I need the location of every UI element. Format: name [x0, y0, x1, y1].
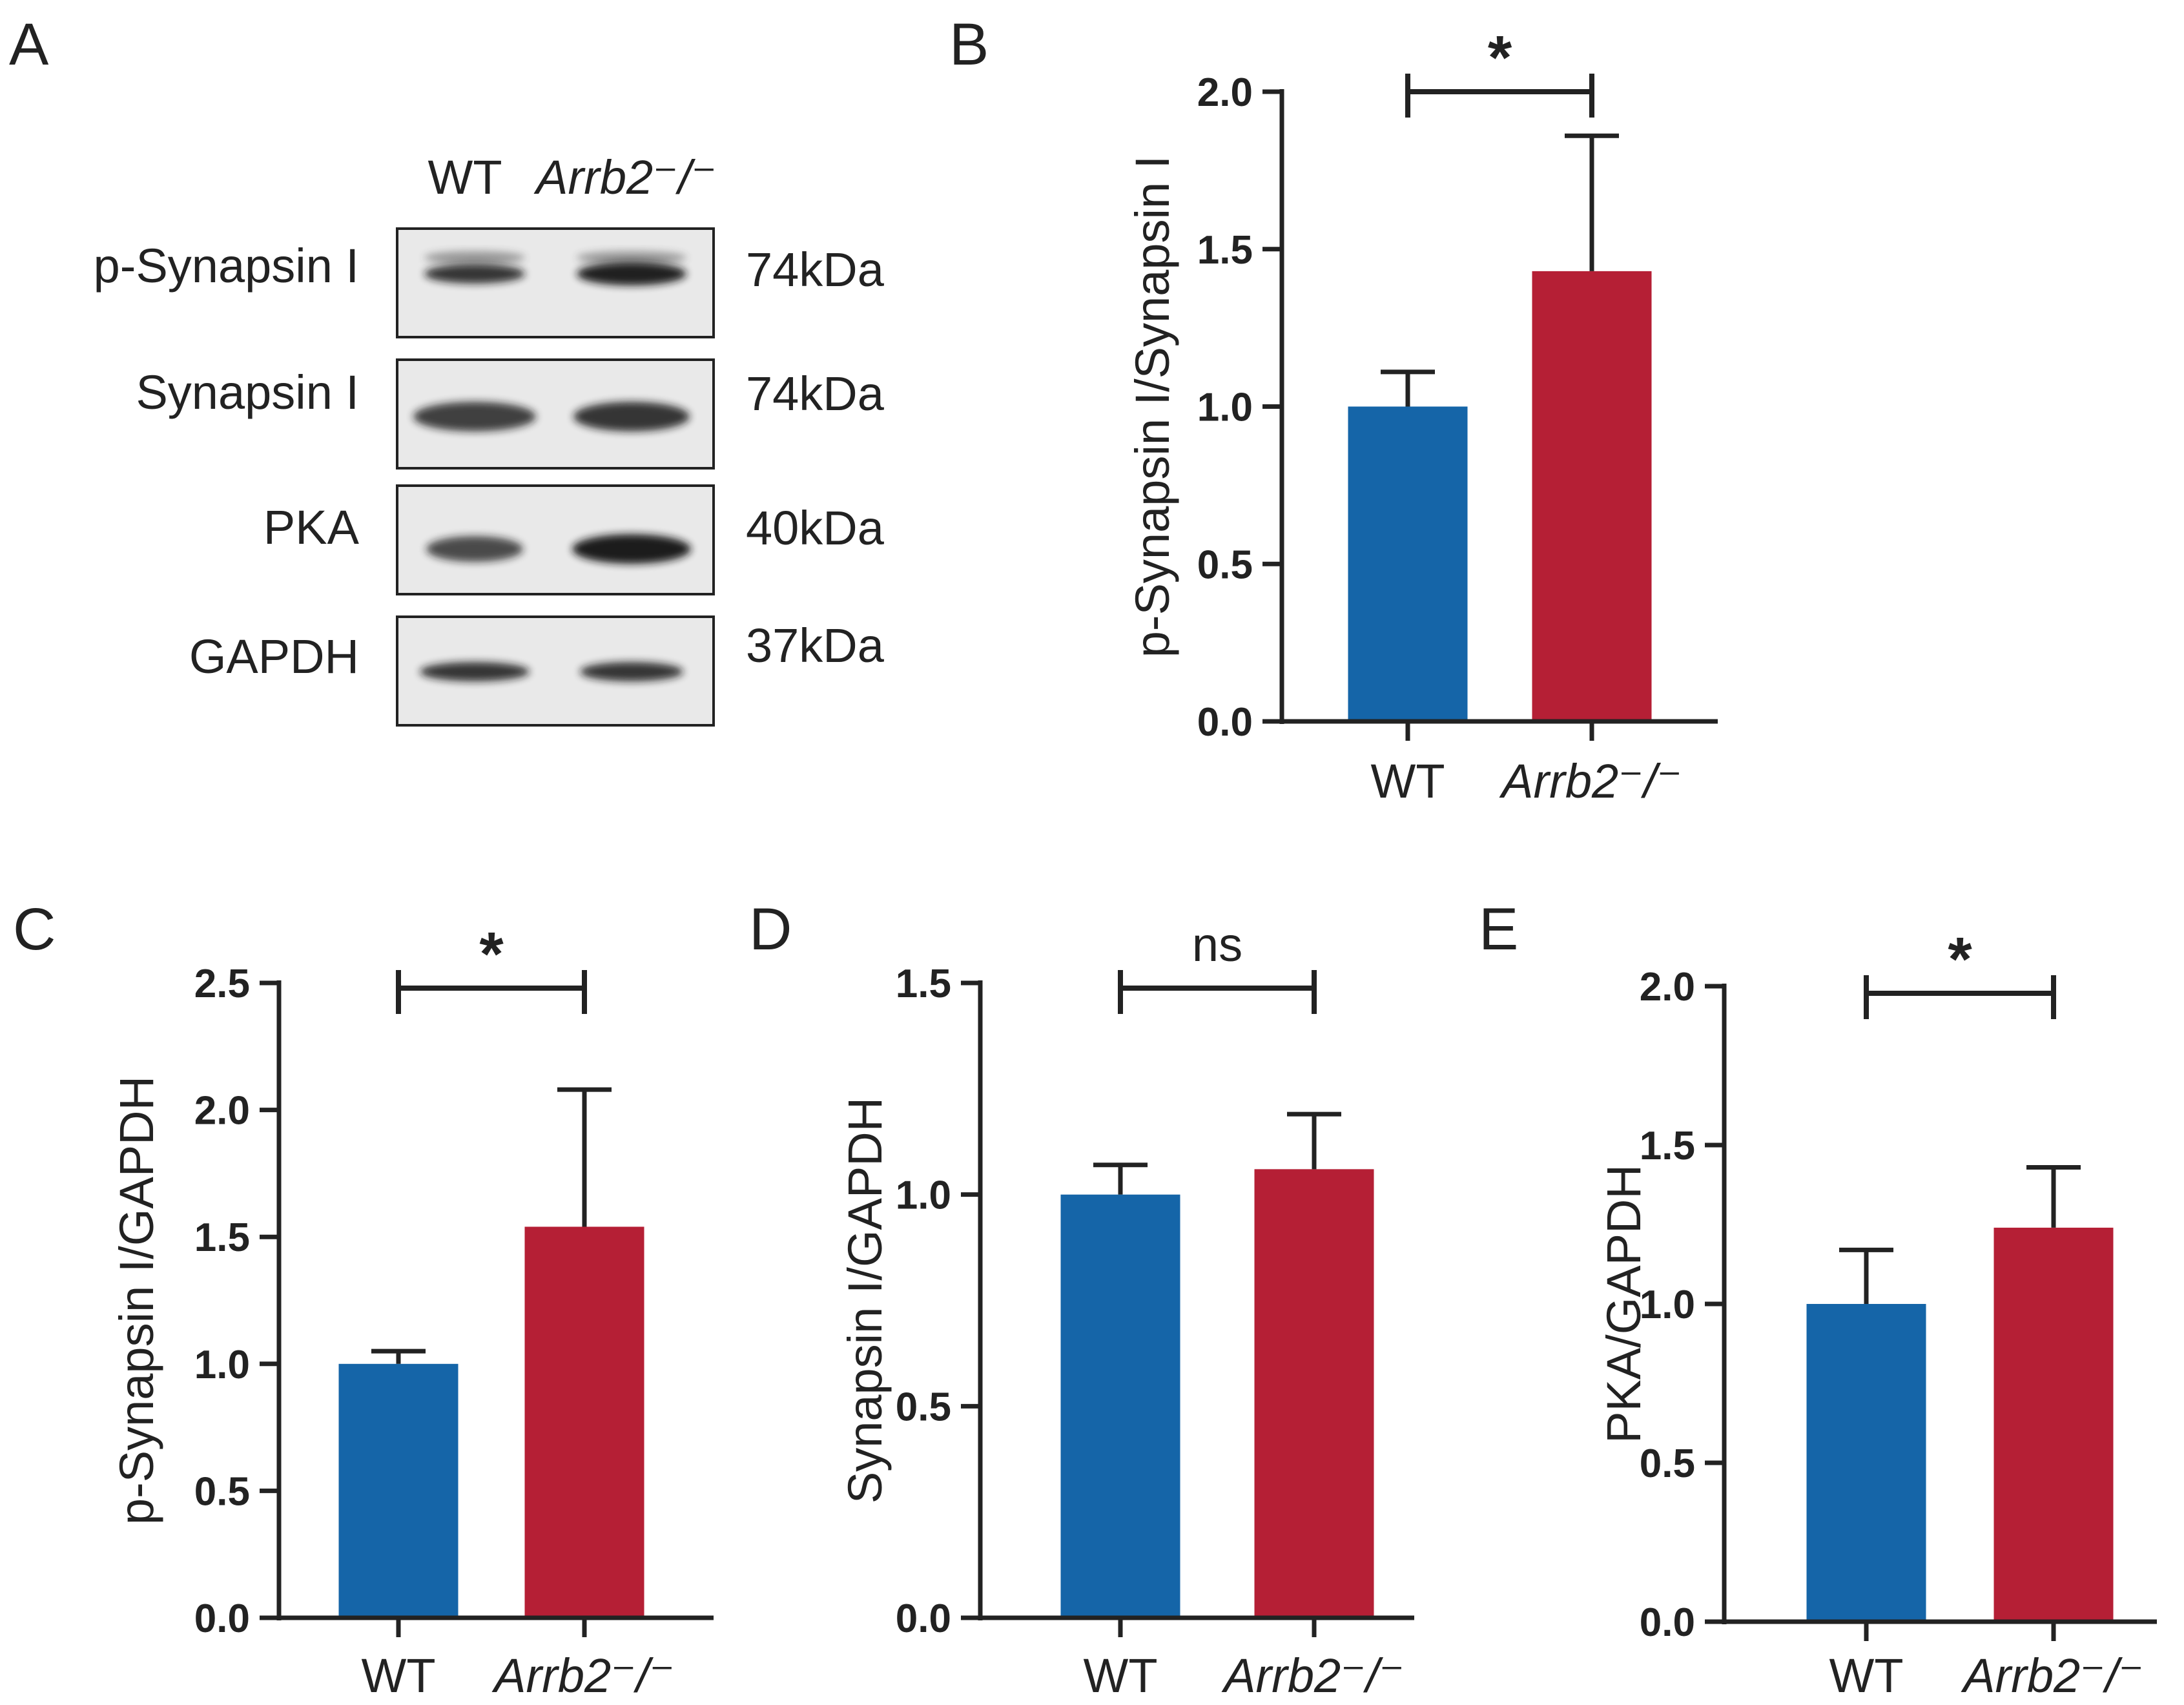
- western-blot-panel: A WT Arrb2⁻/⁻ p-Synapsin I 74kDaSynapsin …: [9, 12, 885, 727]
- bar-wt: [1806, 1304, 1926, 1622]
- significance-label: *: [1488, 23, 1512, 92]
- lane-label-wt: WT: [428, 150, 502, 204]
- y-tick-label: 2.0: [1197, 70, 1253, 115]
- x-tick-label-wt: WT: [1829, 1649, 1903, 1702]
- y-tick-label: 0.0: [1197, 700, 1253, 745]
- blot-protein-label: GAPDH: [189, 630, 359, 683]
- blot-protein-label: Synapsin I: [136, 366, 359, 419]
- y-tick-label: 0.5: [896, 1385, 951, 1429]
- blot-band-upper: [424, 251, 525, 264]
- y-tick-label: 0.0: [896, 1596, 951, 1641]
- y-tick-label: 1.0: [1197, 386, 1253, 430]
- blot-band: [426, 536, 523, 562]
- y-tick-label: 2.0: [194, 1089, 250, 1133]
- x-tick-label-wt: WT: [361, 1649, 435, 1702]
- y-tick-label: 1.0: [194, 1343, 250, 1387]
- blot-row-synapsin-i: Synapsin I 74kDa: [136, 358, 885, 470]
- blot-band: [424, 264, 525, 284]
- y-axis-label: Synapsin I/GAPDH: [838, 1097, 892, 1504]
- x-tick-label-arrb2: Arrb2⁻/⁻: [1961, 1649, 2144, 1702]
- y-tick-label: 0.5: [194, 1469, 250, 1514]
- chart-panel-e: E 0.0 0.5 1.0 1.5 2.0 WT Arrb2⁻/⁻ PKA/GAPDH *: [1479, 896, 2157, 1702]
- significance-label: ns: [1192, 918, 1242, 971]
- y-axis-label: PKA/GAPDH: [1597, 1164, 1651, 1443]
- y-tick-label: 1.5: [194, 1215, 250, 1260]
- blot-protein-label: PKA: [263, 501, 360, 554]
- bar-arrb2: [1993, 1227, 2114, 1622]
- y-tick-label: 0.5: [1197, 542, 1253, 587]
- y-tick-label: 1.5: [896, 962, 951, 1006]
- blot-band: [573, 402, 690, 431]
- significance-label: *: [1948, 925, 1972, 994]
- blot-row-pka: PKA 40kDa: [263, 484, 885, 595]
- blot-band: [420, 662, 530, 681]
- blot-row-p-synapsin-i: p-Synapsin I 74kDa: [94, 227, 885, 338]
- y-tick-label: 2.0: [1640, 965, 1695, 1009]
- significance-label: *: [479, 920, 504, 989]
- chart-panel-d: D 0.0 0.5 1.0 1.5 WT Arrb2⁻/⁻ Synapsin I/GAPDH n…: [749, 896, 1414, 1702]
- lane-label-arrb2: Arrb2⁻/⁻: [533, 150, 717, 204]
- bar-wt: [1060, 1194, 1180, 1618]
- x-tick-label-wt: WT: [1083, 1649, 1157, 1702]
- bar-arrb2: [1254, 1169, 1374, 1618]
- blot-row-gapdh: GAPDH 37kDa: [189, 615, 885, 727]
- y-tick-label: 1.5: [1197, 228, 1253, 273]
- blot-band: [580, 662, 683, 681]
- y-tick-label: 1.0: [896, 1173, 951, 1218]
- blot-band: [577, 262, 686, 285]
- x-tick-label-arrb2: Arrb2⁻/⁻: [1499, 754, 1682, 808]
- panel-letter-b: B: [949, 12, 989, 78]
- blot-protein-label: p-Synapsin I: [94, 239, 359, 293]
- x-tick-label-wt: WT: [1370, 754, 1445, 808]
- blot-band-upper: [577, 251, 686, 264]
- panel-letter-e: E: [1479, 896, 1518, 962]
- blot-mw-label: 74kDa: [746, 367, 885, 420]
- blot-mw-label: 37kDa: [746, 619, 885, 672]
- y-tick-label: 2.5: [194, 962, 250, 1006]
- y-tick-label: 1.0: [1640, 1283, 1695, 1327]
- blot-band: [572, 534, 691, 564]
- y-tick-label: 0.5: [1640, 1442, 1695, 1486]
- y-axis-label: p-Synapsin I/GAPDH: [110, 1076, 163, 1525]
- y-tick-label: 0.0: [194, 1596, 250, 1641]
- y-tick-label: 1.5: [1640, 1124, 1695, 1168]
- y-tick-label: 0.0: [1640, 1600, 1695, 1645]
- bar-wt: [1348, 406, 1468, 721]
- x-tick-label-arrb2: Arrb2⁻/⁻: [1221, 1649, 1405, 1702]
- blot-mw-label: 74kDa: [746, 243, 885, 296]
- chart-panel-b: B 0.0 0.5 1.0 1.5 2.0 WT Arrb2⁻/⁻ p-Synapsin I/S…: [949, 12, 1718, 808]
- bar-arrb2: [524, 1226, 644, 1618]
- x-tick-label-arrb2: Arrb2⁻/⁻: [491, 1649, 675, 1702]
- panel-letter-a: A: [9, 12, 49, 78]
- chart-panel-c: C 0.0 0.5 1.0 1.5 2.0 2.5 WT Arrb2⁻/⁻ p-Synapsin …: [13, 896, 714, 1702]
- bar-arrb2: [1532, 271, 1652, 721]
- blot-mw-label: 40kDa: [746, 501, 885, 555]
- bar-wt: [338, 1363, 458, 1618]
- blot-band: [413, 402, 536, 431]
- panel-letter-d: D: [749, 896, 792, 962]
- panel-letter-c: C: [13, 896, 56, 962]
- y-axis-label: p-Synapsin I/Synapsin I: [1126, 156, 1179, 657]
